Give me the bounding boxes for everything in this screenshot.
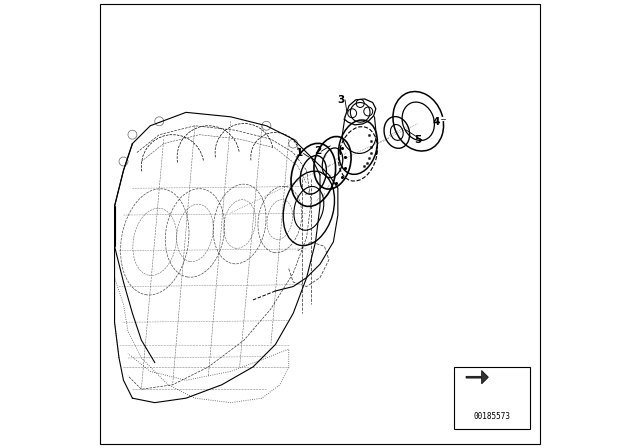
FancyBboxPatch shape bbox=[100, 4, 540, 444]
FancyBboxPatch shape bbox=[454, 367, 530, 430]
Text: 3: 3 bbox=[338, 95, 345, 105]
Text: 2: 2 bbox=[314, 146, 321, 156]
Text: 4: 4 bbox=[433, 117, 440, 127]
Text: 00185573: 00185573 bbox=[474, 413, 511, 422]
Polygon shape bbox=[466, 370, 488, 384]
Text: 5: 5 bbox=[415, 135, 422, 145]
Text: 1: 1 bbox=[296, 148, 303, 159]
